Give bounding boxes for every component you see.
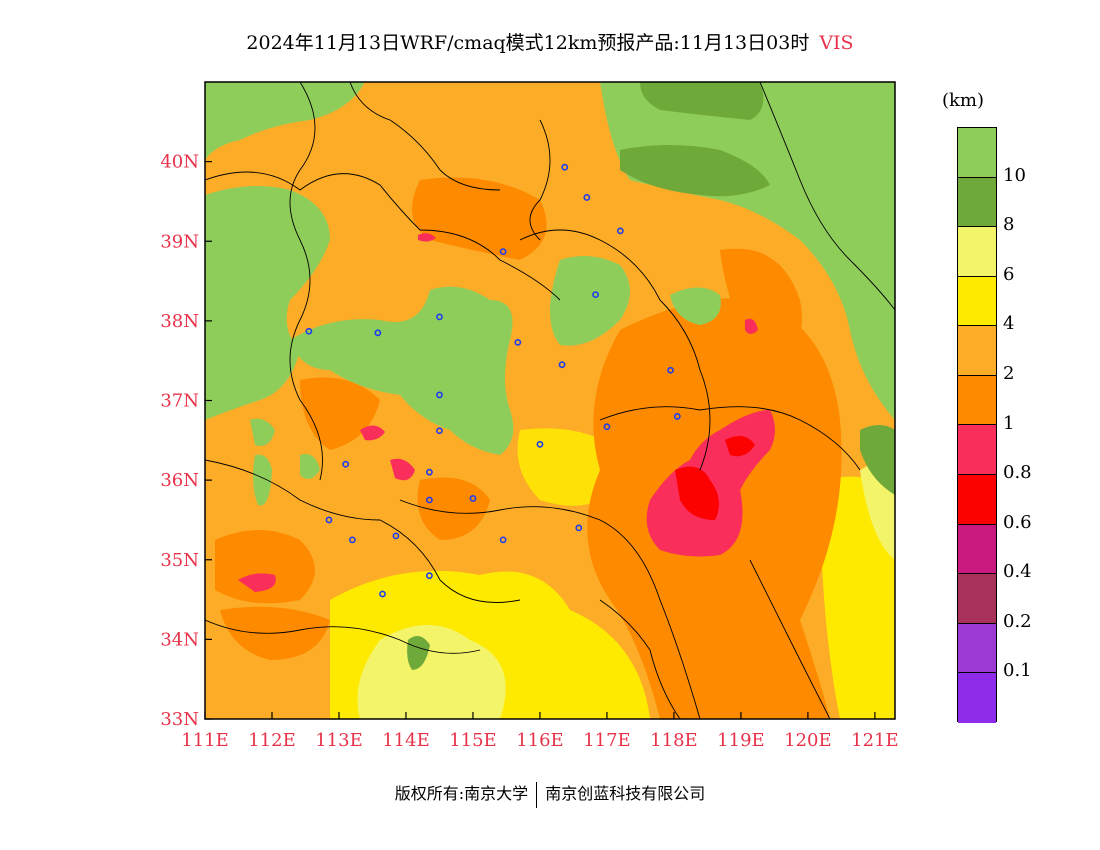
city-marker (469, 495, 477, 502)
copyright-separator (536, 781, 538, 808)
city-marker (348, 536, 356, 544)
city-marker (392, 532, 400, 540)
y-tick-label: 38N (160, 311, 199, 332)
legend-label: 2 (1003, 362, 1015, 384)
city-marker (558, 361, 566, 369)
city-marker (583, 194, 591, 201)
y-tick-label: 39N (160, 231, 199, 252)
colorbar-segment (958, 326, 996, 376)
city-marker (342, 460, 350, 468)
legend-label: 10 (1003, 164, 1026, 186)
colorbar-segment (958, 673, 996, 723)
title-variable: VIS (819, 32, 854, 54)
x-tick-label: 117E (583, 730, 631, 751)
city-marker (536, 440, 544, 448)
copyright: 版权所有:南京大学 南京创蓝科技有限公司 (0, 780, 1100, 808)
x-tick-label: 112E (248, 730, 296, 751)
city-marker (592, 291, 599, 298)
city-marker (426, 468, 433, 476)
legend-label: 0.8 (1003, 462, 1032, 484)
legend-unit: (km) (942, 90, 985, 111)
city-marker (514, 338, 522, 346)
city-marker (603, 423, 611, 431)
x-tick-label: 120E (784, 730, 832, 751)
city-marker (426, 496, 433, 504)
y-tick-label: 35N (160, 550, 199, 571)
copyright-right: 南京创蓝科技有限公司 (545, 784, 706, 803)
province-boundaries (205, 82, 895, 719)
colorbar-segment (958, 227, 996, 277)
city-marker (305, 327, 313, 335)
city-marker (616, 227, 624, 235)
legend-label: 8 (1003, 214, 1015, 236)
colorbar-segment (958, 128, 996, 178)
legend-label: 6 (1003, 263, 1015, 285)
city-marker (436, 427, 443, 435)
title-main: 2024年11月13日WRF/cmaq模式12km预报产品:11月13日03时 (246, 32, 810, 54)
y-tick-label: 40N (160, 152, 199, 173)
y-tick-label: 36N (160, 470, 199, 491)
x-tick-label: 116E (516, 730, 564, 751)
y-axis: 33N 34N 35N 36N 37N 38N 39N 40N (160, 152, 212, 730)
colorbar-segment (958, 177, 996, 228)
x-tick-label: 114E (382, 730, 430, 751)
legend-label: 4 (1003, 313, 1015, 335)
city-marker (499, 248, 507, 256)
legend-label: 0.2 (1003, 610, 1032, 632)
copyright-left: 版权所有:南京大学 (394, 784, 529, 803)
x-tick-label: 111E (181, 730, 229, 751)
city-marker (436, 313, 443, 321)
y-tick-label: 34N (160, 629, 199, 650)
city-marker (499, 536, 507, 544)
colorbar-segment (958, 276, 996, 327)
x-tick-label: 118E (650, 730, 698, 751)
colorbar-segment (958, 623, 996, 674)
colorbar-segment (958, 524, 996, 575)
city-markers (305, 163, 681, 598)
x-tick-label: 121E (851, 730, 899, 751)
colorbar-segment (958, 375, 996, 426)
colorbar-segment (958, 475, 996, 525)
city-marker (667, 366, 674, 374)
city-marker (673, 413, 681, 420)
legend-colorbar (957, 127, 997, 723)
legend-label: 0.1 (1003, 660, 1032, 682)
visibility-field (205, 82, 895, 719)
y-tick-label: 33N (160, 709, 199, 730)
colorbar-segment (958, 425, 996, 476)
colorbar-segment (958, 574, 996, 624)
x-tick-label: 113E (315, 730, 363, 751)
y-tick-label: 37N (160, 391, 199, 412)
city-marker (374, 329, 382, 337)
city-marker (436, 391, 443, 399)
legend-label: 0.6 (1003, 511, 1032, 533)
city-marker (325, 516, 333, 524)
city-marker (561, 163, 569, 171)
city-marker (379, 590, 386, 598)
city-marker (575, 524, 583, 532)
x-axis: 111E 112E 113E 114E 115E 116E 117E 118E 119E 120E… (181, 712, 899, 751)
city-marker (426, 572, 433, 580)
legend-label: 1 (1003, 412, 1015, 434)
x-tick-label: 119E (717, 730, 765, 751)
x-tick-label: 115E (449, 730, 497, 751)
legend-label: 0.4 (1003, 561, 1032, 583)
map-title: 2024年11月13日WRF/cmaq模式12km预报产品:11月13日03时 V… (0, 28, 1100, 55)
